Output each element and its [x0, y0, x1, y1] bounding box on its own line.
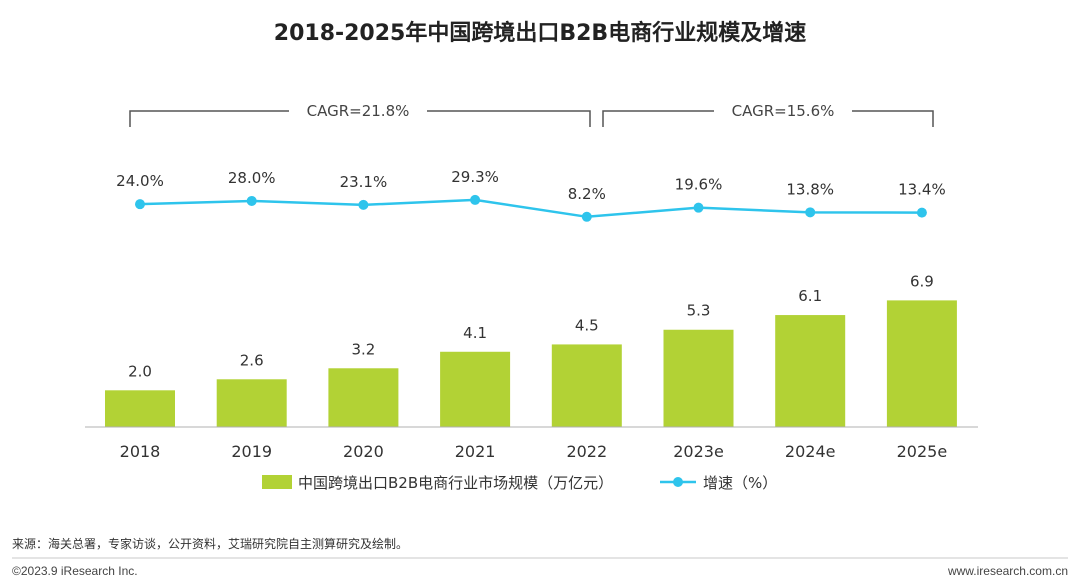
- x-tick-label-2020: 2020: [343, 442, 384, 461]
- bar-label-2024e: 6.1: [798, 287, 822, 305]
- x-tick-label-2019: 2019: [231, 442, 272, 461]
- x-tick-label-2022: 2022: [566, 442, 607, 461]
- bar-2019: [216, 379, 287, 427]
- cagr-bracket-line-2: [602, 110, 934, 127]
- growth-line-series: 24.0% 28.0% 23.1% 29.3% 8.2% 19.6% 13.8% 13.4%: [116, 168, 946, 222]
- cagr-bracket-2: CAGR=15.6%: [602, 102, 934, 127]
- bar-label-2018: 2.0: [128, 362, 152, 380]
- growth-point-2018: [135, 199, 145, 210]
- growth-label-2020: 23.1%: [340, 173, 388, 191]
- bar-2020: [328, 368, 399, 427]
- legend: 中国跨境出口B2B电商行业市场规模（万亿元） 增速（%）: [262, 474, 777, 492]
- x-axis-ticks: 2018 2019 2020 2021 2022 2023e 2024e 2025e: [120, 442, 948, 461]
- x-tick-label-2018: 2018: [120, 442, 161, 461]
- legend-bar-swatch: [262, 475, 292, 489]
- source-note: 来源：海关总署，专家访谈，公开资料，艾瑞研究院自主测算研究及绘制。: [12, 536, 408, 551]
- footer-copyright: ©2023.9 iResearch Inc.: [12, 564, 138, 578]
- bar-2024e: [775, 315, 846, 427]
- growth-point-2019: [246, 195, 257, 206]
- growth-point-2020: [358, 199, 369, 210]
- growth-point-2025e: [916, 207, 927, 218]
- bar-2022: [551, 344, 622, 427]
- bar-label-2023e: 5.3: [687, 302, 711, 320]
- growth-point-2022: [581, 211, 592, 222]
- bar-label-2020: 3.2: [351, 340, 375, 358]
- bar-2021: [440, 351, 511, 427]
- cagr-label-2: CAGR=15.6%: [732, 102, 835, 120]
- bar-label-2021: 4.1: [463, 324, 487, 342]
- legend-line-marker: [673, 477, 683, 487]
- chart-title: 2018-2025年中国跨境出口B2B电商行业规模及增速: [274, 20, 806, 46]
- bar-series: 2.0 2.6 3.2 4.1 4.5 5.3 6.1 6.9: [105, 272, 957, 427]
- bar-2023e: [663, 329, 734, 427]
- bar-label-2019: 2.6: [240, 351, 264, 369]
- growth-label-2019: 28.0%: [228, 169, 276, 187]
- growth-label-2024e: 13.8%: [786, 180, 834, 198]
- cagr-bracket-line-1: [129, 110, 591, 127]
- growth-point-2024e: [805, 207, 816, 218]
- legend-bar-label: 中国跨境出口B2B电商行业市场规模（万亿元）: [298, 474, 613, 492]
- growth-point-2021: [470, 194, 481, 205]
- x-tick-label-2024e: 2024e: [785, 442, 836, 461]
- bar-2025e: [886, 300, 957, 427]
- cagr-bracket-1: CAGR=21.8%: [129, 102, 591, 127]
- growth-line: [139, 198, 922, 219]
- footer-website: www.iresearch.com.cn: [947, 564, 1068, 578]
- bar-label-2022: 4.5: [575, 316, 599, 334]
- x-tick-label-2025e: 2025e: [897, 442, 948, 461]
- growth-label-2023e: 19.6%: [675, 176, 723, 194]
- cagr-annotations: CAGR=21.8% CAGR=15.6%: [129, 102, 934, 127]
- x-tick-label-2021: 2021: [455, 442, 496, 461]
- bar-label-2025e: 6.9: [910, 272, 934, 290]
- growth-label-2021: 29.3%: [451, 168, 499, 186]
- growth-point-2023e: [693, 202, 704, 213]
- growth-label-2018: 24.0%: [116, 172, 164, 190]
- legend-line-label: 增速（%）: [703, 474, 777, 492]
- x-tick-label-2023e: 2023e: [673, 442, 724, 461]
- growth-label-2022: 8.2%: [568, 185, 606, 203]
- cagr-label-1: CAGR=21.8%: [307, 102, 410, 120]
- growth-label-2025e: 13.4%: [898, 181, 946, 199]
- bar-2018: [105, 390, 175, 427]
